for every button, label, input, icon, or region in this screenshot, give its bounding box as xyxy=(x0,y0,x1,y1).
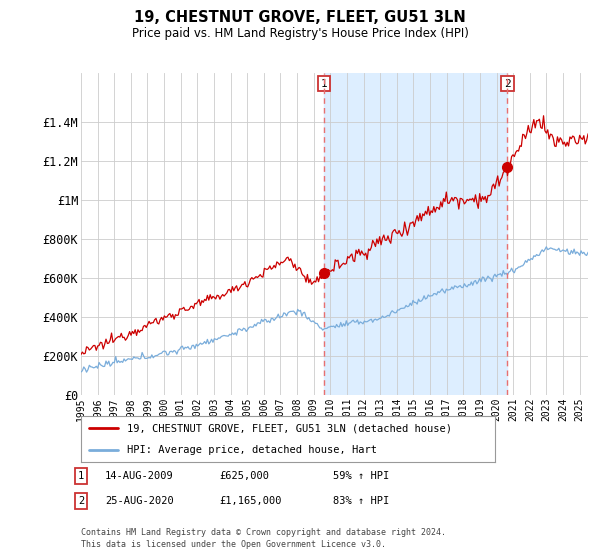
Text: 14-AUG-2009: 14-AUG-2009 xyxy=(105,471,174,481)
Text: 83% ↑ HPI: 83% ↑ HPI xyxy=(333,496,389,506)
Text: 2: 2 xyxy=(78,496,84,506)
Text: £625,000: £625,000 xyxy=(219,471,269,481)
Text: 59% ↑ HPI: 59% ↑ HPI xyxy=(333,471,389,481)
Text: 1: 1 xyxy=(320,78,328,88)
Text: 1: 1 xyxy=(78,471,84,481)
Text: 2: 2 xyxy=(504,78,511,88)
Text: 25-AUG-2020: 25-AUG-2020 xyxy=(105,496,174,506)
Text: 19, CHESTNUT GROVE, FLEET, GU51 3LN: 19, CHESTNUT GROVE, FLEET, GU51 3LN xyxy=(134,10,466,25)
Text: HPI: Average price, detached house, Hart: HPI: Average price, detached house, Hart xyxy=(127,445,377,455)
Text: £1,165,000: £1,165,000 xyxy=(219,496,281,506)
Bar xyxy=(324,73,508,395)
Text: Contains HM Land Registry data © Crown copyright and database right 2024.
This d: Contains HM Land Registry data © Crown c… xyxy=(81,528,446,549)
Text: 19, CHESTNUT GROVE, FLEET, GU51 3LN (detached house): 19, CHESTNUT GROVE, FLEET, GU51 3LN (det… xyxy=(127,423,452,433)
Text: Price paid vs. HM Land Registry's House Price Index (HPI): Price paid vs. HM Land Registry's House … xyxy=(131,27,469,40)
